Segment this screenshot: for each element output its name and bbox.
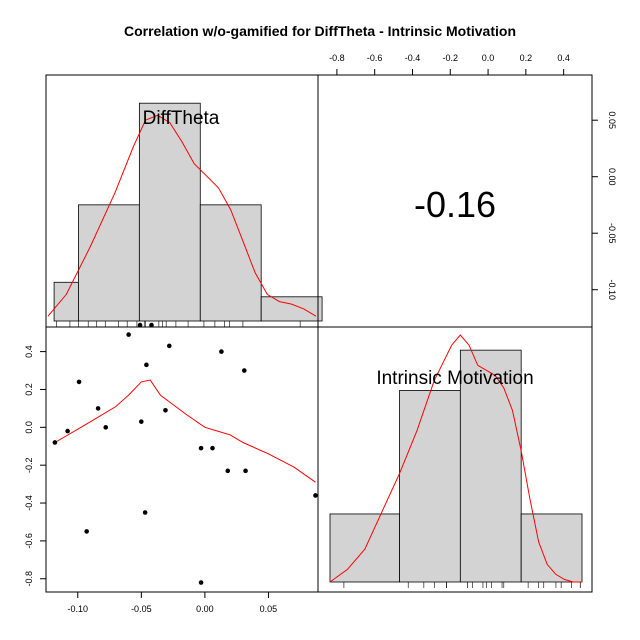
scatter-point <box>65 428 70 434</box>
scatter-point <box>95 406 101 411</box>
x-tick-label: 0.0 <box>482 53 495 63</box>
histogram-bar <box>520 513 583 583</box>
histogram-bar <box>399 390 461 583</box>
histogram-bar <box>53 281 79 322</box>
x-tick-label: 0.05 <box>260 604 278 614</box>
y-tick-label: 0.05 <box>607 111 617 129</box>
chart-title: Correlation w/o-gamified for DiffTheta -… <box>124 23 516 39</box>
scatter-point <box>144 362 149 368</box>
y-tick-label: 0.00 <box>607 168 617 186</box>
y-tick-label: 0.0 <box>24 421 34 434</box>
scatter-point <box>126 332 131 337</box>
histogram-bar <box>78 204 140 322</box>
scatter-point <box>137 322 143 328</box>
y-tick-label: -0.10 <box>607 279 617 300</box>
x-tick-label: -0.05 <box>131 604 152 614</box>
histogram-bar <box>329 513 400 583</box>
panel-frame <box>45 326 319 593</box>
scatter-point <box>219 349 224 354</box>
y-tick-label: 0.4 <box>24 345 34 358</box>
scatter-point <box>198 580 204 585</box>
x-tick-label: -0.4 <box>405 53 421 63</box>
histogram-bar <box>260 296 323 322</box>
x-tick-label: 0.00 <box>196 604 214 614</box>
x-tick-label: -0.6 <box>367 53 383 63</box>
intrinsic-motivation-label: Intrinsic Motivation <box>376 368 533 389</box>
histogram-bar <box>459 349 522 583</box>
scatter-point <box>241 368 247 373</box>
x-tick-label: -0.8 <box>329 53 345 63</box>
scatter-point <box>198 445 204 451</box>
y-tick-label: 0.2 <box>24 383 34 396</box>
y-tick-label: -0.8 <box>24 571 34 587</box>
panel-intrinsic-histogram: Intrinsic Motivation <box>317 326 593 593</box>
histogram-bar <box>138 102 201 322</box>
panel-difftheta-histogram: DiffTheta <box>45 74 323 328</box>
difftheta-label: DiffTheta <box>143 108 220 129</box>
intrinsic-motivation-density-curve <box>329 334 582 583</box>
scatter-point <box>84 529 89 534</box>
y-tick-label: -0.6 <box>24 533 34 549</box>
panel-correlation: -0.8 -0.6 -0.4 -0.2 0.0 0.2 0.4 0.05 0.00 -0.05 -… <box>317 53 617 328</box>
scatter-point <box>142 510 148 515</box>
scatter-point <box>313 493 318 498</box>
scatter-point <box>149 322 154 328</box>
scatter-smooth-line <box>54 379 316 483</box>
y-tick-label: -0.4 <box>24 495 34 511</box>
x-tick-label: -0.2 <box>443 53 459 63</box>
x-tick-label: 0.4 <box>557 53 570 63</box>
panel-frame <box>317 326 593 593</box>
difftheta-density-curve <box>47 114 317 317</box>
x-tick-label: 0.2 <box>520 53 533 63</box>
scatter-point <box>166 343 172 349</box>
panel-scatter: -0.10 -0.05 0.00 0.05 0.4 0.2 0.0 -0.2 -0.4 -0.6… <box>24 322 319 614</box>
scatter-point <box>225 468 231 474</box>
y-tick-label: -0.05 <box>607 223 617 244</box>
scatter-point <box>243 468 248 474</box>
scatter-point <box>163 407 168 413</box>
scatter-point <box>139 419 144 424</box>
histogram-bar <box>199 204 262 322</box>
scatter-point <box>76 379 82 385</box>
scatter-point <box>52 440 58 445</box>
correlation-value: -0.16 <box>414 184 496 225</box>
scatter-point <box>103 425 109 430</box>
y-tick-label: -0.2 <box>24 457 34 473</box>
x-tick-label: -0.10 <box>68 604 89 614</box>
scatter-point <box>210 445 215 451</box>
